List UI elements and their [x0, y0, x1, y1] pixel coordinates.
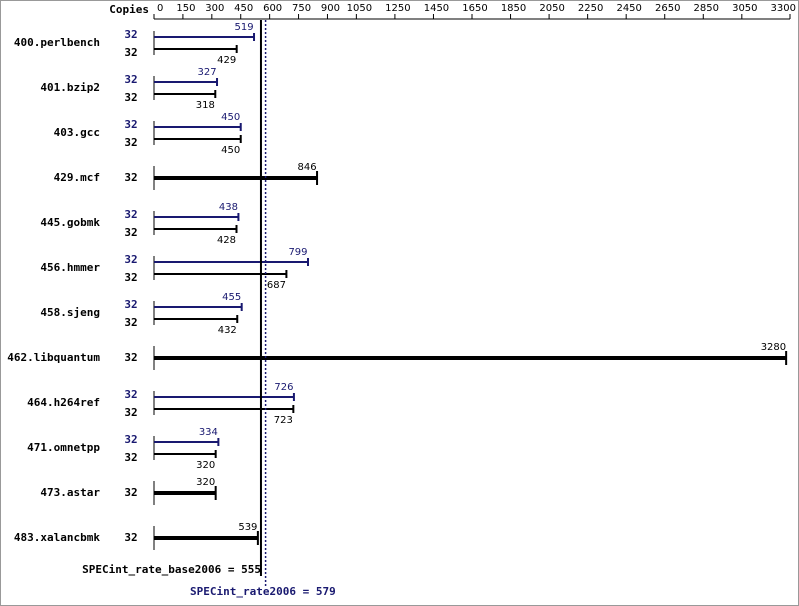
value-label: 428	[217, 235, 236, 246]
row-label: 400.perlbench	[14, 36, 100, 49]
row-label: 483.xalancbmk	[14, 531, 100, 544]
x-tick-label: 3050	[732, 3, 757, 14]
value-label: 799	[288, 247, 307, 258]
row-label: 403.gcc	[54, 126, 100, 139]
value-label: 320	[196, 460, 215, 471]
copies-label: 32	[124, 253, 137, 266]
value-label: 438	[219, 202, 238, 213]
x-tick-label: 900	[321, 3, 340, 14]
copies-label: 32	[124, 208, 137, 221]
copies-label: 32	[124, 73, 137, 86]
value-label: 846	[298, 162, 317, 173]
value-label: 429	[217, 55, 236, 66]
x-tick-label: 2850	[694, 3, 719, 14]
value-label: 539	[238, 522, 257, 533]
value-label: 3280	[761, 342, 786, 353]
copies-label: 32	[124, 388, 137, 401]
value-label: 318	[196, 100, 215, 111]
copies-label: 32	[124, 46, 137, 59]
copies-label: 32	[124, 351, 137, 364]
x-tick-label: 2050	[539, 3, 564, 14]
x-tick-label: 3300	[771, 3, 796, 14]
row-label: 458.sjeng	[40, 306, 100, 319]
copies-label: 32	[124, 298, 137, 311]
x-tick-label: 150	[176, 3, 195, 14]
copies-label: 32	[124, 226, 137, 239]
value-label: 726	[274, 382, 293, 393]
copies-label: 32	[124, 451, 137, 464]
x-tick-label: 1250	[385, 3, 410, 14]
copies-label: 32	[124, 91, 137, 104]
copies-label: 32	[124, 406, 137, 419]
value-label: 723	[274, 415, 293, 426]
x-tick-label: 1050	[347, 3, 372, 14]
row-label: 445.gobmk	[40, 216, 100, 229]
x-tick-label: 600	[263, 3, 282, 14]
row-label: 473.astar	[40, 486, 100, 499]
value-label: 455	[222, 292, 241, 303]
value-label: 432	[218, 325, 237, 336]
value-label: 519	[234, 22, 253, 33]
value-label: 320	[196, 477, 215, 488]
x-tick-label: 450	[234, 3, 253, 14]
row-label: 401.bzip2	[40, 81, 100, 94]
x-tick-label: 0	[157, 3, 163, 14]
value-label: 450	[221, 112, 240, 123]
x-tick-label: 2250	[578, 3, 603, 14]
x-tick-label: 1850	[501, 3, 526, 14]
copies-label: 32	[124, 171, 137, 184]
value-label: 450	[221, 145, 240, 156]
x-tick-label: 2450	[616, 3, 641, 14]
x-tick-label: 750	[292, 3, 311, 14]
reference-label: SPECint_rate_base2006 = 555	[82, 563, 261, 576]
x-tick-label: 300	[205, 3, 224, 14]
row-label: 471.omnetpp	[27, 441, 100, 454]
row-label: 462.libquantum	[7, 351, 100, 364]
copies-label: 32	[124, 531, 137, 544]
reference-label: SPECint_rate2006 = 579	[190, 585, 336, 598]
row-label: 456.hmmer	[40, 261, 100, 274]
row-label: 464.h264ref	[27, 396, 100, 409]
x-tick-label: 1650	[462, 3, 487, 14]
copies-label: 32	[124, 271, 137, 284]
copies-label: 32	[124, 433, 137, 446]
axis-header: Copies	[109, 3, 149, 16]
value-label: 334	[199, 427, 218, 438]
copies-label: 32	[124, 486, 137, 499]
x-tick-label: 2650	[655, 3, 680, 14]
copies-label: 32	[124, 136, 137, 149]
copies-label: 32	[124, 28, 137, 41]
value-label: 327	[197, 67, 216, 78]
copies-label: 32	[124, 316, 137, 329]
value-label: 687	[267, 280, 286, 291]
row-label: 429.mcf	[54, 171, 100, 184]
copies-label: 32	[124, 118, 137, 131]
x-tick-label: 1450	[424, 3, 449, 14]
